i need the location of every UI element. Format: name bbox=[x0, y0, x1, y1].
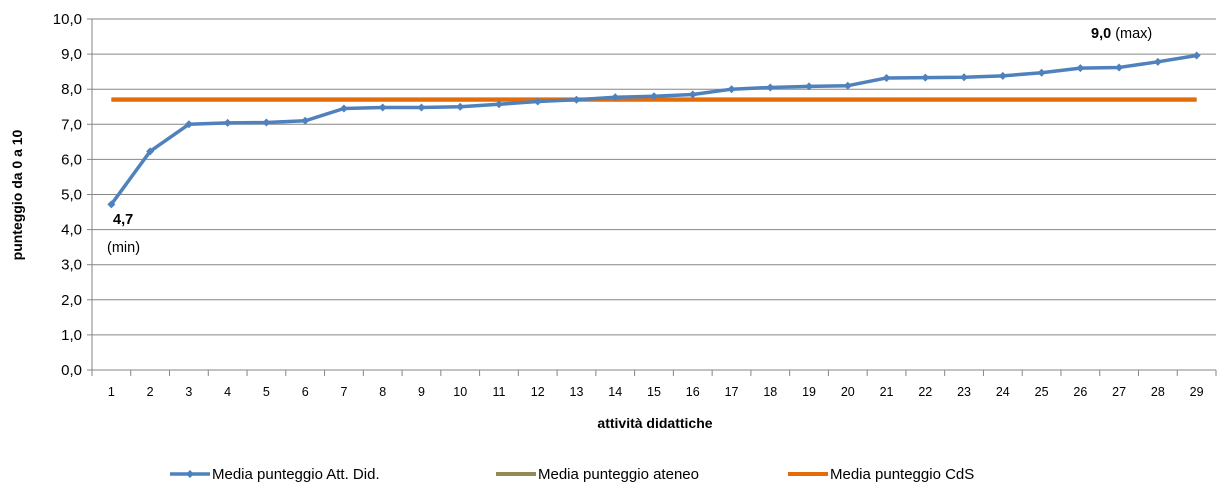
x-tick-label: 7 bbox=[340, 385, 347, 399]
data-point bbox=[184, 120, 193, 129]
x-tick-label: 10 bbox=[453, 385, 467, 399]
x-axis-label: attività didattiche bbox=[597, 415, 712, 431]
y-tick-label: 6,0 bbox=[61, 151, 82, 168]
max-annotation-text: 9,0 (max) bbox=[1091, 26, 1152, 42]
x-tick-label: 24 bbox=[996, 385, 1010, 399]
x-tick-label: 22 bbox=[918, 385, 932, 399]
y-tick-label: 0,0 bbox=[61, 362, 82, 379]
x-tick-label: 29 bbox=[1190, 385, 1204, 399]
data-point bbox=[456, 102, 465, 111]
data-point bbox=[1037, 68, 1046, 77]
x-tick-label: 18 bbox=[763, 385, 777, 399]
x-tick-label: 28 bbox=[1151, 385, 1165, 399]
x-tick-label: 1 bbox=[108, 385, 115, 399]
y-axis-label: punteggio da 0 a 10 bbox=[9, 129, 25, 260]
max-value-label: 9,0 bbox=[1091, 26, 1111, 42]
data-point bbox=[727, 85, 736, 94]
x-tick-label: 5 bbox=[263, 385, 270, 399]
x-tick-label: 3 bbox=[185, 385, 192, 399]
x-tick-label: 13 bbox=[570, 385, 584, 399]
data-point bbox=[533, 97, 542, 106]
data-point bbox=[1153, 57, 1162, 66]
y-tick-label: 4,0 bbox=[61, 222, 82, 239]
data-point bbox=[339, 104, 348, 113]
y-tick-label: 8,0 bbox=[61, 81, 82, 98]
data-point bbox=[882, 73, 891, 82]
series-markers bbox=[107, 51, 1201, 209]
data-point bbox=[107, 200, 116, 209]
x-tick-label: 25 bbox=[1035, 385, 1049, 399]
y-tick-label: 1,0 bbox=[61, 327, 82, 344]
y-tick-label: 3,0 bbox=[61, 257, 82, 274]
data-point bbox=[262, 118, 271, 127]
legend: Media punteggio Att. Did. Media punteggio… bbox=[170, 466, 974, 483]
data-point bbox=[650, 92, 658, 101]
y-tick-label: 5,0 bbox=[61, 187, 82, 204]
data-point bbox=[378, 103, 387, 112]
data-point bbox=[417, 103, 426, 112]
legend-marker bbox=[186, 470, 194, 478]
x-tick-label: 14 bbox=[608, 385, 622, 399]
series-line-1 bbox=[109, 53, 1197, 206]
legend-item-1: Media punteggio Att. Did. bbox=[170, 466, 380, 483]
x-tick-label: 20 bbox=[841, 385, 855, 399]
data-point bbox=[223, 118, 232, 127]
min-annotation: 4,7 (min) bbox=[107, 212, 140, 256]
x-tick-label: 8 bbox=[379, 385, 386, 399]
gridlines bbox=[87, 18, 1216, 371]
min-text-label: (min) bbox=[107, 240, 140, 256]
x-tick-label: 17 bbox=[725, 385, 739, 399]
max-annotation: 9,0 (max) bbox=[1091, 26, 1152, 42]
legend-item-3: Media punteggio CdS bbox=[788, 466, 974, 483]
x-tick-label: 12 bbox=[531, 385, 545, 399]
max-text-label: (max) bbox=[1111, 26, 1152, 42]
x-tick-labels: 1 2 3 4 5 6 7 8 9 10 11 12 13 14 15 16 17 18 19 20 21 22 23 24 2… bbox=[108, 385, 1204, 399]
y-tick-labels: 0,0 1,0 2,0 3,0 4,0 5,0 6,0 7,0 8,0 9,0 10,0 bbox=[53, 11, 82, 379]
x-tick-label: 23 bbox=[957, 385, 971, 399]
y-tick-label: 7,0 bbox=[61, 116, 82, 133]
data-point bbox=[766, 83, 775, 92]
x-tick-label: 21 bbox=[880, 385, 894, 399]
data-point bbox=[805, 82, 814, 91]
legend-label: Media punteggio Att. Did. bbox=[212, 466, 380, 483]
legend-label: Media punteggio CdS bbox=[830, 466, 974, 483]
data-point bbox=[960, 73, 969, 82]
data-point bbox=[843, 81, 852, 90]
x-tick-label: 26 bbox=[1073, 385, 1087, 399]
data-point bbox=[998, 71, 1007, 80]
y-tick-label: 2,0 bbox=[61, 292, 82, 309]
x-tick-label: 4 bbox=[224, 385, 231, 399]
x-tick-label: 15 bbox=[647, 385, 661, 399]
series-lines bbox=[109, 53, 1197, 206]
x-tick-label: 11 bbox=[492, 385, 505, 399]
legend-label: Media punteggio ateneo bbox=[538, 466, 699, 483]
data-point bbox=[572, 95, 581, 104]
data-point bbox=[494, 100, 503, 109]
legend-item-2: Media punteggio ateneo bbox=[496, 466, 699, 483]
data-point bbox=[921, 73, 930, 82]
x-tick-label: 2 bbox=[147, 385, 154, 399]
x-tick-label: 6 bbox=[302, 385, 309, 399]
x-tick-label: 9 bbox=[418, 385, 425, 399]
axes bbox=[91, 19, 1217, 376]
data-point bbox=[611, 93, 620, 102]
x-tick-label: 19 bbox=[802, 385, 816, 399]
data-point bbox=[1115, 63, 1124, 72]
x-tick-label: 27 bbox=[1112, 385, 1126, 399]
data-point bbox=[688, 90, 697, 99]
x-tick-label: 16 bbox=[686, 385, 700, 399]
y-tick-label: 10,0 bbox=[53, 11, 82, 28]
data-point bbox=[1076, 64, 1085, 73]
data-point bbox=[301, 116, 310, 125]
y-tick-label: 9,0 bbox=[61, 46, 82, 63]
data-point bbox=[1192, 51, 1201, 60]
min-value-label: 4,7 bbox=[113, 212, 133, 228]
data-point bbox=[146, 147, 155, 156]
